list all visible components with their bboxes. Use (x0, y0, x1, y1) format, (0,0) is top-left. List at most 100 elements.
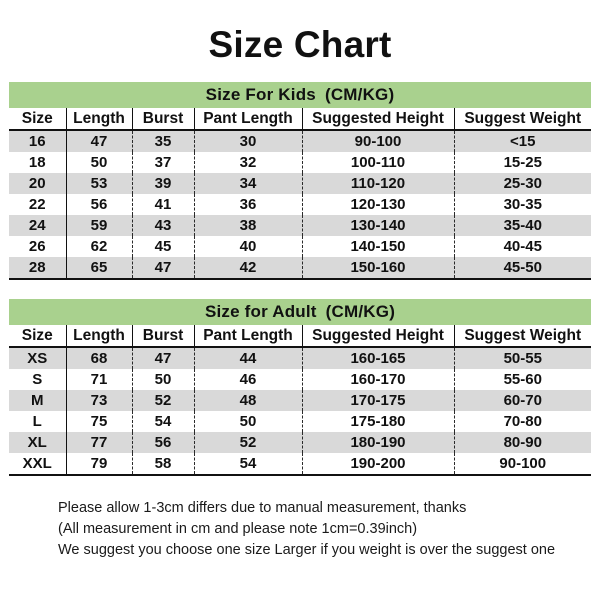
cell-suggest-weight: 15-25 (453, 152, 591, 173)
cell-suggest-weight: 25-30 (453, 173, 591, 194)
cell-length: 79 (65, 453, 132, 476)
table-row: 18 50 37 32 100-110 15-25 (9, 152, 591, 173)
table-row: XS 68 47 44 160-165 50-55 (9, 347, 591, 369)
cell-burst: 47 (131, 347, 194, 369)
cell-size: 16 (9, 130, 66, 152)
cell-pant-length: 40 (193, 236, 302, 257)
column-header-size: Size (9, 108, 66, 131)
cell-pant-length: 42 (193, 257, 302, 280)
cell-pant-length: 32 (193, 152, 302, 173)
cell-size: 20 (9, 173, 66, 194)
cell-pant-length: 34 (193, 173, 302, 194)
cell-suggest-weight: 90-100 (453, 453, 591, 476)
cell-suggested-height: 120-130 (301, 194, 454, 215)
cell-size: XXL (9, 453, 66, 476)
cell-suggest-weight: 30-35 (453, 194, 591, 215)
cell-burst: 39 (131, 173, 194, 194)
cell-burst: 47 (131, 257, 194, 280)
cell-suggested-height: 190-200 (301, 453, 454, 476)
cell-burst: 43 (131, 215, 194, 236)
cell-suggested-height: 180-190 (301, 432, 454, 453)
cell-burst: 56 (131, 432, 194, 453)
table-row: 22 56 41 36 120-130 30-35 (9, 194, 591, 215)
cell-pant-length: 52 (193, 432, 302, 453)
cell-suggest-weight: 50-55 (453, 347, 591, 369)
cell-suggest-weight: 80-90 (453, 432, 591, 453)
cell-pant-length: 50 (193, 411, 302, 432)
cell-length: 59 (65, 215, 132, 236)
cell-pant-length: 30 (193, 130, 302, 152)
cell-suggested-height: 150-160 (301, 257, 454, 280)
cell-size: 28 (9, 257, 66, 280)
cell-suggest-weight: <15 (453, 130, 591, 152)
table-row: 26 62 45 40 140-150 40-45 (9, 236, 591, 257)
table-row: 20 53 39 34 110-120 25-30 (9, 173, 591, 194)
table-row: 28 65 47 42 150-160 45-50 (9, 257, 591, 280)
cell-pant-length: 54 (193, 453, 302, 476)
cell-suggest-weight: 70-80 (453, 411, 591, 432)
adult-section-unit: (CM/KG) (325, 302, 396, 321)
cell-pant-length: 38 (193, 215, 302, 236)
cell-suggest-weight: 40-45 (453, 236, 591, 257)
kids-size-section: Size For Kids (CM/KG) Size Length Burst … (9, 82, 591, 280)
cell-suggest-weight: 45-50 (453, 257, 591, 280)
table-row: L 75 54 50 175-180 70-80 (9, 411, 591, 432)
cell-suggested-height: 130-140 (301, 215, 454, 236)
note-line-3: We suggest you choose one size Larger if… (58, 542, 556, 558)
column-header-pant-length: Pant Length (193, 325, 302, 348)
column-header-size: Size (9, 325, 66, 348)
column-header-suggest-weight: Suggest Weight (453, 108, 591, 131)
cell-suggested-height: 160-165 (301, 347, 454, 369)
cell-burst: 54 (131, 411, 194, 432)
adult-section-label: Size for Adult (204, 302, 317, 321)
cell-size: 24 (9, 215, 66, 236)
table-row: 16 47 35 30 90-100 <15 (9, 130, 591, 152)
cell-size: XS (9, 347, 66, 369)
table-row: M 73 52 48 170-175 60-70 (9, 390, 591, 411)
cell-burst: 58 (131, 453, 194, 476)
page-title: Size Chart (208, 24, 392, 65)
cell-length: 56 (65, 194, 132, 215)
cell-suggested-height: 170-175 (301, 390, 454, 411)
table-row: XL 77 56 52 180-190 80-90 (9, 432, 591, 453)
column-header-pant-length: Pant Length (193, 108, 302, 131)
cell-pant-length: 48 (193, 390, 302, 411)
kids-section-label: Size For Kids (205, 85, 316, 104)
cell-burst: 45 (131, 236, 194, 257)
cell-length: 62 (65, 236, 132, 257)
cell-suggested-height: 110-120 (301, 173, 454, 194)
adult-size-section: Size for Adult (CM/KG) Size Length Burst… (9, 299, 591, 476)
kids-section-unit: (CM/KG) (324, 85, 395, 104)
column-header-suggested-height: Suggested Height (301, 325, 454, 348)
cell-length: 73 (65, 390, 132, 411)
cell-pant-length: 46 (193, 369, 302, 390)
cell-burst: 50 (131, 369, 194, 390)
cell-length: 53 (65, 173, 132, 194)
kids-size-table: Size Length Burst Pant Length Suggested … (9, 108, 591, 280)
cell-length: 47 (65, 130, 132, 152)
adult-section-header: Size for Adult (CM/KG) (9, 299, 591, 325)
cell-pant-length: 44 (193, 347, 302, 369)
cell-burst: 41 (131, 194, 194, 215)
adult-size-table: Size Length Burst Pant Length Suggested … (9, 325, 591, 476)
cell-suggested-height: 90-100 (301, 130, 454, 152)
column-header-suggest-weight: Suggest Weight (453, 325, 591, 348)
cell-suggested-height: 100-110 (301, 152, 454, 173)
cell-burst: 37 (131, 152, 194, 173)
column-header-burst: Burst (131, 108, 194, 131)
cell-size: 26 (9, 236, 66, 257)
cell-length: 65 (65, 257, 132, 280)
cell-length: 71 (65, 369, 132, 390)
cell-length: 68 (65, 347, 132, 369)
measurement-notes: Please allow 1-3cm differs due to manual… (40, 476, 560, 561)
column-header-suggested-height: Suggested Height (301, 108, 454, 131)
column-header-length: Length (65, 108, 132, 131)
note-line-2: (All measurement in cm and please note 1… (58, 521, 418, 537)
table-row: S 71 50 46 160-170 55-60 (9, 369, 591, 390)
column-header-length: Length (65, 325, 132, 348)
cell-burst: 35 (131, 130, 194, 152)
cell-suggested-height: 175-180 (301, 411, 454, 432)
cell-size: M (9, 390, 66, 411)
cell-size: XL (9, 432, 66, 453)
